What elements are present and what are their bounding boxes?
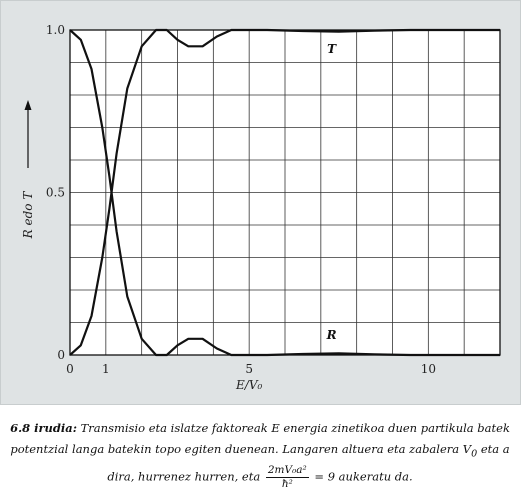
chart-grid: [70, 30, 500, 355]
fraction-denominator: ħ²: [281, 478, 293, 491]
y-tick-label: 0: [57, 348, 65, 362]
x-tick-label: 0: [66, 362, 74, 376]
y-axis-arrow-icon: [24, 100, 32, 168]
caption-subscript: 0: [471, 448, 478, 460]
tick-labels: 0 1 5 10 0 0.5 1.0: [46, 23, 436, 376]
series-lines: TR: [69, 28, 500, 357]
series-line-R: [69, 29, 500, 357]
x-axis-label: E/V₀: [235, 378, 262, 392]
axis-labels: E/V₀ R edo T: [21, 100, 262, 392]
x-tick-label: 1: [102, 362, 110, 376]
x-tick-label: 10: [421, 362, 436, 376]
y-arrow-head: [24, 100, 32, 110]
series-label-R: R: [326, 328, 337, 342]
figure-caption: 6.8 irudia: Transmisio eta islatze fakto…: [10, 418, 510, 491]
x-tick-label: 5: [245, 362, 253, 376]
y-tick-label: 0.5: [46, 186, 65, 200]
caption-text-3: = 9 aukeratu da.: [310, 469, 413, 484]
series-line-T: [69, 28, 500, 356]
caption-text-2: eta a dira, hurrenez hurren, eta: [107, 442, 510, 484]
caption-lead: 6.8 irudia:: [10, 421, 77, 435]
y-tick-label: 1.0: [46, 23, 65, 37]
y-axis-label: R edo T: [21, 191, 35, 240]
fraction-numerator: 2mV₀a²: [265, 464, 309, 479]
caption-fraction: 2mV₀a² ħ²: [265, 464, 309, 491]
caption-text-1: Transmisio eta islatze faktoreak E energ…: [10, 421, 510, 456]
series-label-T: T: [327, 42, 337, 56]
